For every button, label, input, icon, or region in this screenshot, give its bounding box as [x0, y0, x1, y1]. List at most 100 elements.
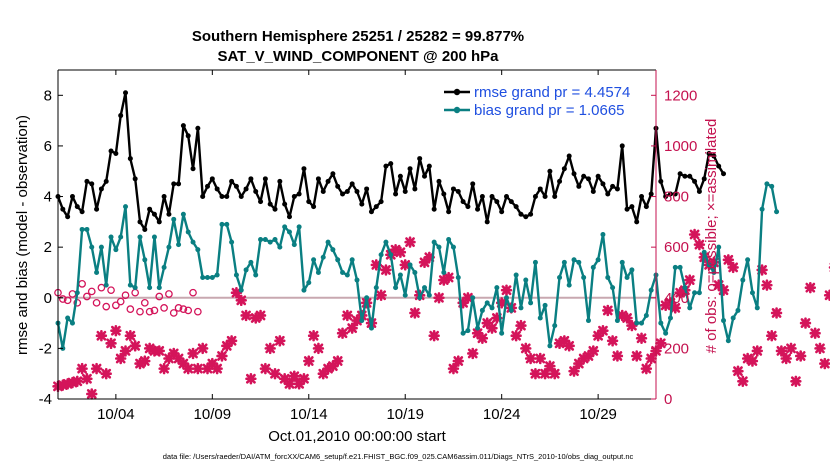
bias-point [151, 234, 157, 240]
x-tick-label: 10/24 [483, 406, 521, 423]
y-right-tick-label: 800 [664, 189, 689, 206]
rmse-point [701, 176, 707, 182]
obs-possible-marker [189, 288, 197, 297]
rmse-point [368, 209, 374, 215]
y-left-tick-label: -4 [39, 391, 52, 408]
rmse-point [557, 178, 563, 184]
obs-assimilated-marker [187, 347, 199, 360]
bias-point [682, 285, 688, 291]
rmse-point [393, 191, 399, 197]
x-tick-label: 10/04 [97, 406, 135, 423]
obs-assimilated-marker [486, 322, 498, 334]
x-tick-label: 10/19 [386, 406, 424, 423]
bias-point [142, 257, 148, 263]
obs-assimilated-marker [201, 362, 214, 375]
obs-assimilated-marker [129, 340, 141, 352]
y-right-tick-label: 1000 [664, 138, 697, 155]
obs-assimilated-marker [278, 373, 291, 385]
bias-point [576, 259, 582, 265]
obs-assimilated-marker [163, 352, 175, 365]
bias-point [417, 295, 423, 301]
bias-point [79, 226, 85, 232]
obs-assimilated-marker [332, 355, 344, 367]
bias-point [301, 287, 307, 293]
bias-point [605, 275, 611, 281]
obs-assimilated-marker [515, 319, 527, 332]
obs-assimilated-marker [124, 330, 137, 342]
rmse-point [373, 204, 379, 210]
plot-area [52, 70, 830, 400]
bias-point [368, 325, 374, 331]
obs-assimilated-marker [389, 243, 402, 256]
bias-point [687, 305, 693, 311]
rmse-point [315, 176, 321, 182]
bias-point [103, 282, 109, 288]
obs-assimilated-marker [799, 317, 812, 329]
bias-point [600, 232, 606, 237]
bias-point [422, 285, 428, 291]
bias-point [701, 249, 707, 255]
obs-assimilated-marker [708, 256, 720, 269]
rmse-point [286, 214, 292, 220]
obs-possible-marker [150, 306, 159, 315]
bias-point [248, 259, 254, 265]
rmse-point [412, 186, 418, 192]
bias-point [460, 330, 466, 336]
obs-assimilated-marker [732, 365, 744, 377]
obs-assimilated-marker [626, 319, 638, 332]
bias-point [200, 275, 206, 281]
rmse-point [253, 188, 259, 194]
rmse-point [84, 178, 90, 184]
obs-assimilated-marker [645, 352, 657, 365]
obs-assimilated-marker [563, 340, 575, 352]
bias-point [721, 318, 727, 324]
bias-point [692, 290, 698, 296]
y-left-tick-label: 4 [44, 189, 52, 206]
bias-point [571, 257, 577, 263]
rmse-point [585, 176, 591, 182]
rmse-point [667, 191, 673, 197]
bias-point [156, 285, 162, 291]
obs-assimilated-marker [481, 317, 493, 329]
bias-point [137, 234, 143, 240]
rmse-point [706, 151, 712, 157]
rmse-point [151, 211, 157, 217]
obs-possible-marker [87, 287, 96, 296]
chart-title: Southern Hemisphere 25251 / 25282 = 99.8… [192, 28, 524, 45]
obs-assimilated-marker [153, 345, 165, 357]
rmse-point [108, 148, 114, 154]
obs-assimilated-marker [264, 342, 276, 355]
bias-point [74, 290, 80, 296]
rmse-point [658, 178, 664, 184]
y-right-tick-label: 600 [664, 239, 689, 256]
obs-assimilated-marker [722, 254, 735, 266]
rmse-point [344, 188, 350, 194]
legend-bias-label: bias grand pr = 1.0665 [474, 102, 625, 119]
rmse-point [532, 194, 538, 200]
bias-point [65, 315, 71, 321]
obs-assimilated-marker [640, 362, 653, 375]
chart-subtitle: SAT_V_WIND_COMPONENT @ 200 hPa [217, 48, 499, 65]
obs-assimilated-marker [573, 357, 585, 370]
obs-assimilated-marker [341, 309, 354, 322]
bias-point [667, 315, 673, 321]
obs-possible-marker [174, 304, 183, 312]
rmse-point [581, 173, 587, 179]
obs-assimilated-marker [606, 335, 619, 347]
obs-possible-marker [160, 304, 168, 312]
obs-assimilated-marker [110, 324, 122, 337]
rmse-point [552, 194, 558, 200]
bias-point [465, 328, 471, 334]
bias-point [397, 272, 403, 278]
bias-point [344, 272, 350, 278]
rmse-point [639, 194, 645, 200]
rmse-point [470, 181, 476, 187]
bias-point [648, 287, 654, 293]
rmse-point [518, 211, 524, 217]
bias-point [127, 282, 133, 288]
obs-assimilated-marker [631, 350, 643, 362]
rmse-point [291, 194, 297, 200]
obs-assimilated-marker [712, 279, 725, 291]
rmse-point [378, 199, 384, 205]
bias-point [195, 247, 201, 253]
